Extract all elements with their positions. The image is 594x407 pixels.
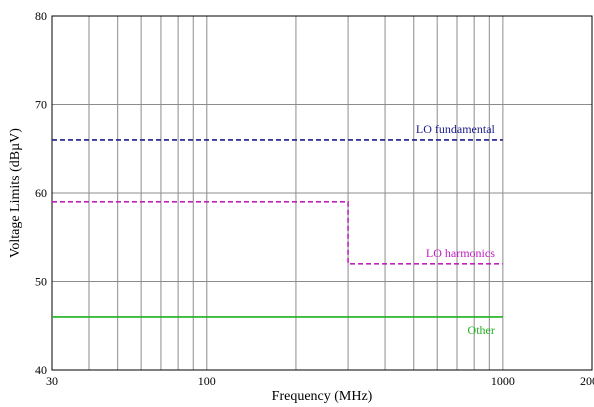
grid <box>52 16 592 370</box>
x-tick-label: 2000 <box>580 374 594 388</box>
series-label: Other <box>468 323 495 337</box>
y-axis-title: Voltage Limits (dBµV) <box>8 128 23 258</box>
x-axis-title: Frequency (MHz) <box>272 389 373 404</box>
series-label: LO fundamental <box>416 122 496 136</box>
y-tick-label: 80 <box>35 9 47 23</box>
y-tick-label: 40 <box>35 363 47 377</box>
axis-ticks: 30 100 1000 2000 40 50 60 70 80 <box>35 9 594 388</box>
x-tick-label: 30 <box>46 374 58 388</box>
y-tick-label: 60 <box>35 186 47 200</box>
y-tick-label: 70 <box>35 98 47 112</box>
series-line <box>52 201 503 265</box>
series-label: LO harmonics <box>426 246 495 260</box>
plot-frame <box>51 15 593 371</box>
series-labels: LO fundamental LO harmonics Other <box>416 122 496 337</box>
y-tick-label: 50 <box>35 275 47 289</box>
x-tick-label: 100 <box>198 374 216 388</box>
series <box>52 139 503 318</box>
x-tick-label: 1000 <box>491 374 515 388</box>
